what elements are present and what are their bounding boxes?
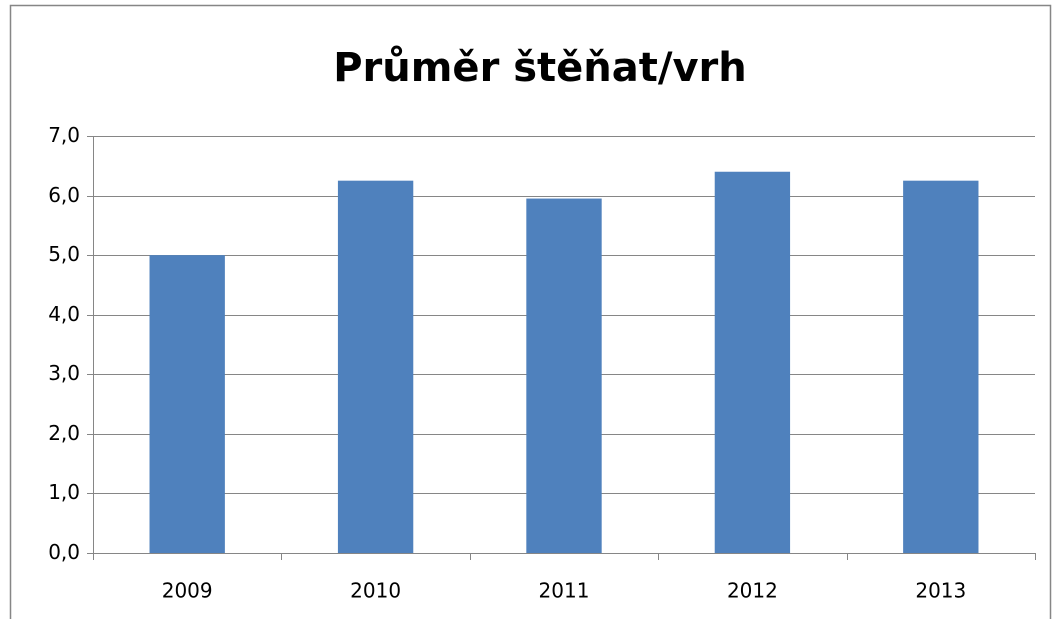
y-tick-label: 4,0 [48, 302, 80, 326]
y-tick-label: 5,0 [48, 242, 80, 266]
x-tick-label: 2012 [727, 579, 778, 603]
x-tick-label: 2013 [915, 579, 966, 603]
x-tick-label: 2010 [350, 579, 401, 603]
x-tick-label: 2011 [539, 579, 590, 603]
bar [337, 180, 414, 553]
y-tick-label: 6,0 [48, 183, 80, 207]
bar [714, 171, 791, 553]
x-tick-label: 2009 [162, 579, 213, 603]
chart-title: Průměr štěňat/vrh [333, 44, 747, 91]
y-tick-label: 2,0 [48, 421, 80, 445]
y-tick-label: 1,0 [48, 480, 80, 504]
y-tick-label: 0,0 [48, 540, 80, 564]
y-tick-label: 3,0 [48, 361, 80, 385]
y-tick-label: 7,0 [48, 123, 80, 147]
bar [149, 255, 225, 553]
bar [526, 198, 602, 554]
bar [903, 180, 979, 553]
